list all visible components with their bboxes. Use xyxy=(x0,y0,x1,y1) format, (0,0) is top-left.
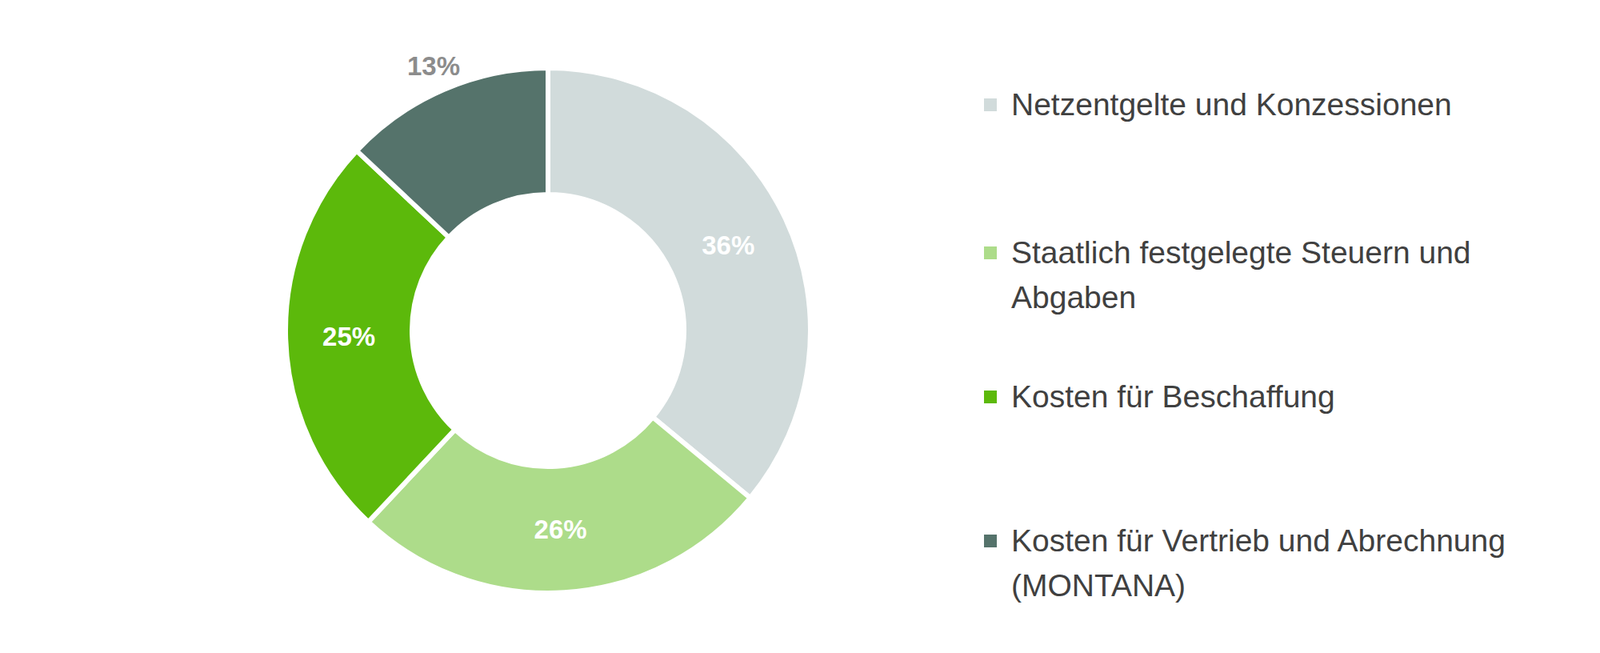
svg-text:25%: 25% xyxy=(322,321,376,352)
svg-text:13%: 13% xyxy=(407,51,460,81)
svg-text:36%: 36% xyxy=(701,230,755,260)
html-text:Netzentgelte und Konzessionen: Netzentgelte und Konzessionen xyxy=(1011,87,1452,122)
html-text:Kosten für Vertrieb und Abrech: Kosten für Vertrieb und Abrechnung (MONT… xyxy=(1011,523,1506,603)
svg-text:26%: 26% xyxy=(534,514,588,544)
html-text:Staatlich festgelegte Steuern: Staatlich festgelegte Steuern und Abgabe… xyxy=(1011,235,1471,315)
html-text:Kosten für Beschaffung: Kosten für Beschaffung xyxy=(1011,379,1335,414)
